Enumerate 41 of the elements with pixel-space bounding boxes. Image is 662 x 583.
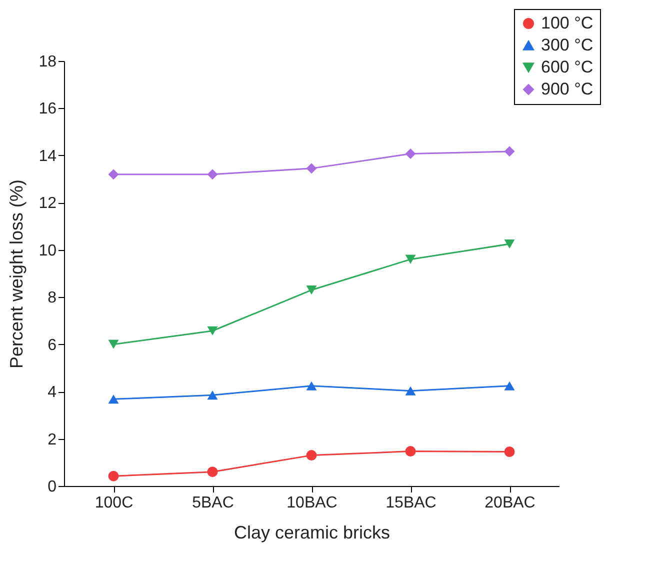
- y-tick-label: 6: [48, 336, 57, 354]
- point: [207, 466, 218, 478]
- point: [207, 326, 218, 336]
- point: [108, 394, 119, 404]
- point: [405, 254, 416, 264]
- x-tick-label: 100C: [94, 494, 134, 512]
- x-axis-title: Clay ceramic bricks: [234, 522, 390, 542]
- point: [108, 340, 119, 349]
- y-tick-label: 8: [48, 290, 57, 307]
- point: [504, 239, 515, 249]
- point: [405, 386, 416, 396]
- point: [405, 446, 416, 457]
- legend-label: 300 °C: [541, 36, 594, 54]
- y-tick-label: 10: [38, 242, 57, 260]
- point: [405, 148, 416, 160]
- y-tick-label: 18: [38, 54, 57, 70]
- point: [504, 146, 515, 157]
- y-tick-label: 0: [48, 478, 57, 496]
- legend-label: 900 °C: [541, 80, 594, 98]
- y-axis-title: Percent weight loss (%): [6, 179, 27, 369]
- point: [504, 446, 515, 457]
- point: [504, 381, 515, 390]
- y-tick-label: 12: [38, 195, 57, 212]
- point: [306, 285, 317, 295]
- point: [108, 470, 119, 482]
- point: [207, 390, 218, 400]
- point: [306, 450, 317, 461]
- point: [108, 169, 119, 180]
- legend-label: 600 °C: [541, 58, 594, 76]
- x-tick-label: 20BAC: [484, 494, 536, 512]
- legend-label: 100 °C: [541, 14, 594, 32]
- x-tick-label: 15BAC: [386, 494, 436, 512]
- x-tick-label: 5BAC: [192, 494, 234, 512]
- point: [306, 163, 317, 174]
- y-tick-label: 14: [38, 148, 57, 165]
- x-tick-label: 10BAC: [286, 494, 338, 512]
- y-tick-label: 2: [48, 431, 57, 448]
- point: [306, 381, 317, 390]
- y-tick-label: 4: [48, 384, 57, 402]
- point: [207, 169, 218, 180]
- y-tick-label: 16: [38, 100, 57, 118]
